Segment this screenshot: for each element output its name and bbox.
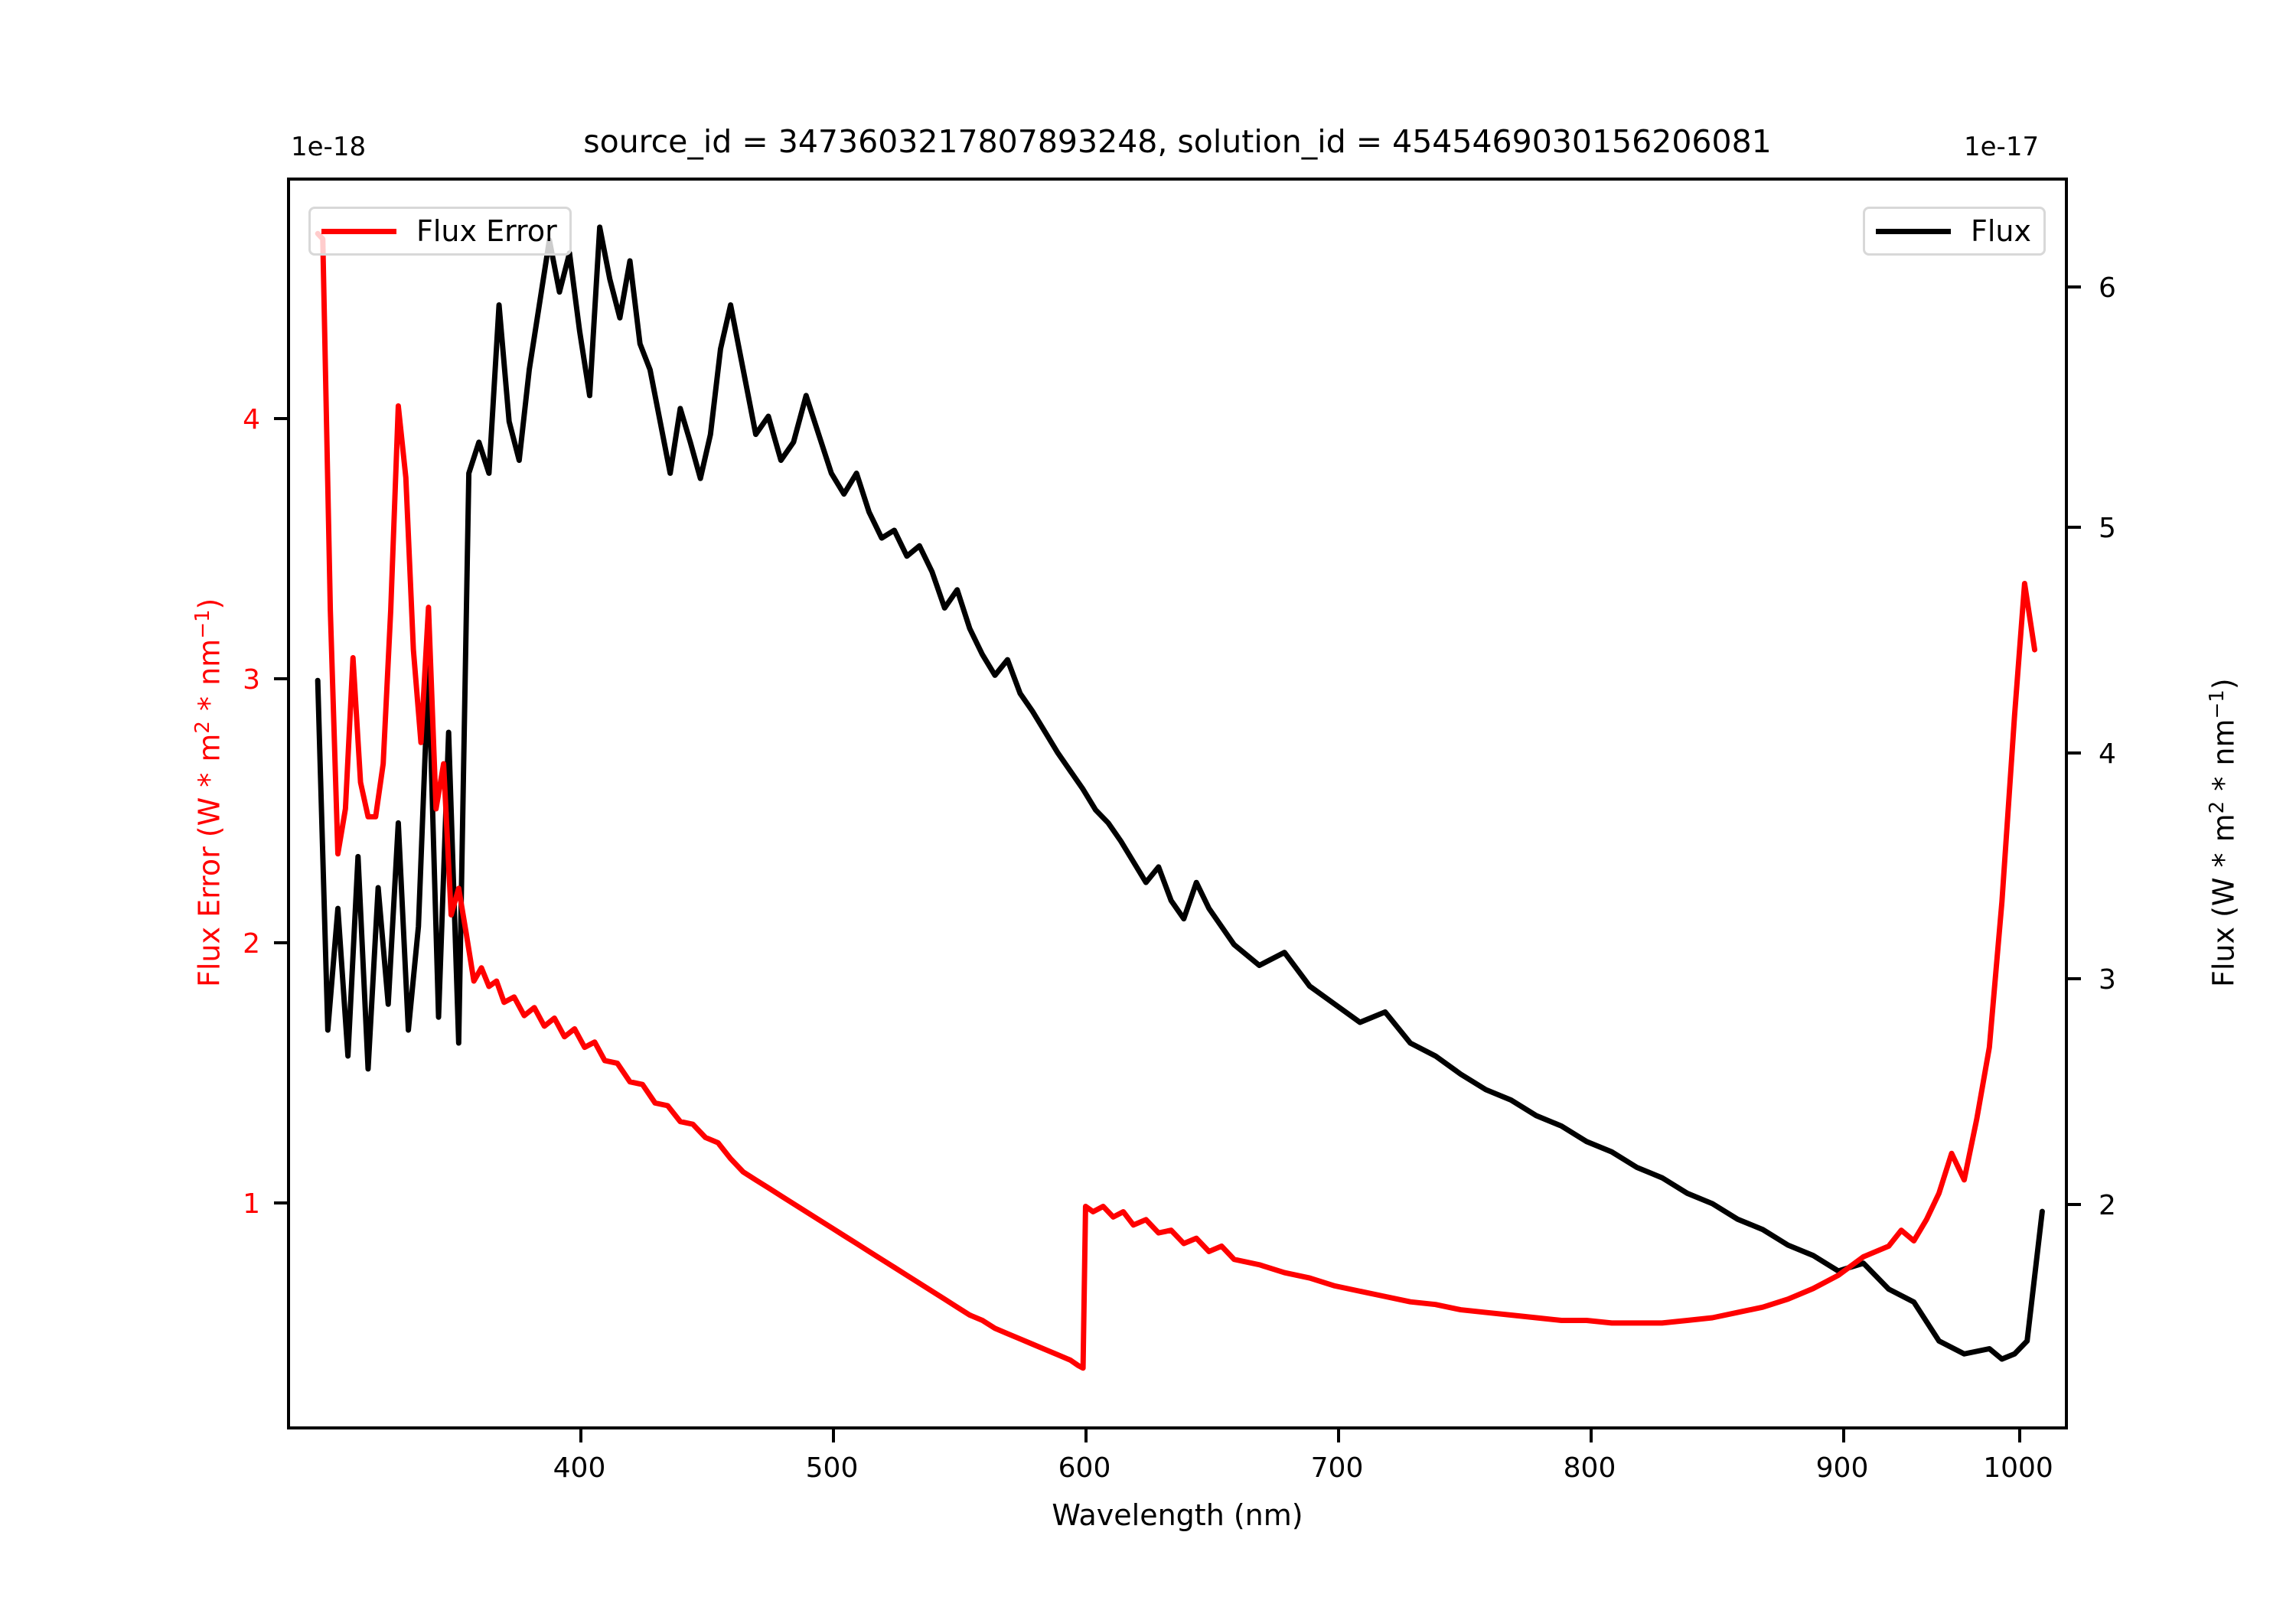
legend-label-flux-error: Flux Error (416, 214, 557, 248)
right-ylabel-nm-exp: −1 (2206, 689, 2229, 719)
left-ylabel-prefix: Flux Error (W (192, 797, 227, 987)
left-ylabel-close: ) (192, 598, 227, 610)
left-ytick-label-1: 1 (243, 1188, 260, 1220)
xtick-mark-700 (1337, 1429, 1340, 1442)
chart-title: source_id = 3473603217807893248, solutio… (583, 123, 1772, 160)
right-ylabel-star2: * (2206, 765, 2241, 801)
xtick-label-500: 500 (805, 1452, 859, 1484)
left-ytick-mark-4 (274, 417, 287, 420)
plot-axes (287, 178, 2068, 1429)
xtick-label-600: 600 (1058, 1452, 1111, 1484)
xtick-label-700: 700 (1310, 1452, 1364, 1484)
left-ylabel-star1: * (192, 761, 227, 797)
left-ylabel-m: m (192, 733, 227, 762)
xtick-mark-500 (832, 1429, 835, 1442)
right-axis-offset-text: 1e-17 (1964, 132, 2040, 162)
left-ytick-mark-3 (274, 677, 287, 680)
right-ytick-mark-3 (2068, 977, 2081, 980)
right-ytick-label-4: 4 (2099, 738, 2116, 770)
flux-line (315, 224, 2045, 1362)
right-ylabel-m: m (2206, 813, 2241, 843)
legend-line-flux (1876, 228, 1951, 234)
left-ytick-mark-2 (274, 941, 287, 944)
right-ylabel-nm: nm (2206, 719, 2241, 766)
right-ylabel-m-exp: 2 (2206, 800, 2229, 814)
legend-flux[interactable]: Flux (1863, 207, 2046, 256)
legend-label-flux: Flux (1971, 214, 2031, 248)
right-ylabel-star1: * (2206, 842, 2241, 878)
xtick-label-800: 800 (1563, 1452, 1616, 1484)
left-axis-offset-text: 1e-18 (291, 132, 367, 162)
x-axis-label: Wavelength (nm) (1052, 1498, 1303, 1532)
left-ytick-mark-1 (274, 1201, 287, 1204)
right-ytick-label-6: 6 (2099, 272, 2116, 304)
right-ytick-mark-4 (2068, 751, 2081, 755)
right-ytick-mark-2 (2068, 1203, 2081, 1206)
left-ytick-label-4: 4 (243, 404, 260, 435)
left-ylabel-star2: * (192, 685, 227, 722)
left-ylabel-nm-exp: −1 (191, 609, 214, 639)
right-ylabel-close: ) (2206, 678, 2241, 690)
xtick-label-900: 900 (1815, 1452, 1869, 1484)
xtick-mark-1000 (2018, 1429, 2021, 1442)
xtick-label-400: 400 (553, 1452, 606, 1484)
flux-error-line (315, 230, 2038, 1371)
left-ytick-label-3: 3 (243, 664, 260, 696)
right-ytick-mark-6 (2068, 285, 2081, 288)
left-ylabel-nm: nm (192, 638, 227, 686)
xtick-label-1000: 1000 (1983, 1452, 2053, 1484)
legend-line-flux-error (321, 228, 396, 234)
xtick-mark-400 (579, 1429, 582, 1442)
right-ytick-label-2: 2 (2099, 1190, 2116, 1221)
left-y-axis-label: Flux Error (W * m2 * nm−1) (191, 598, 227, 987)
right-ytick-label-3: 3 (2099, 964, 2116, 996)
left-ylabel-m-exp: 2 (191, 721, 214, 734)
left-ytick-label-2: 2 (243, 928, 260, 960)
plot-canvas (315, 224, 2045, 1371)
xtick-mark-900 (1842, 1429, 1845, 1442)
right-ylabel-prefix: Flux (W (2206, 877, 2241, 987)
right-ytick-label-5: 5 (2099, 513, 2116, 544)
xtick-mark-800 (1590, 1429, 1593, 1442)
right-y-axis-label: Flux (W * m2 * nm−1) (2206, 678, 2241, 987)
right-ytick-mark-5 (2068, 526, 2081, 529)
legend-flux-error[interactable]: Flux Error (308, 207, 572, 256)
xtick-mark-600 (1084, 1429, 1088, 1442)
